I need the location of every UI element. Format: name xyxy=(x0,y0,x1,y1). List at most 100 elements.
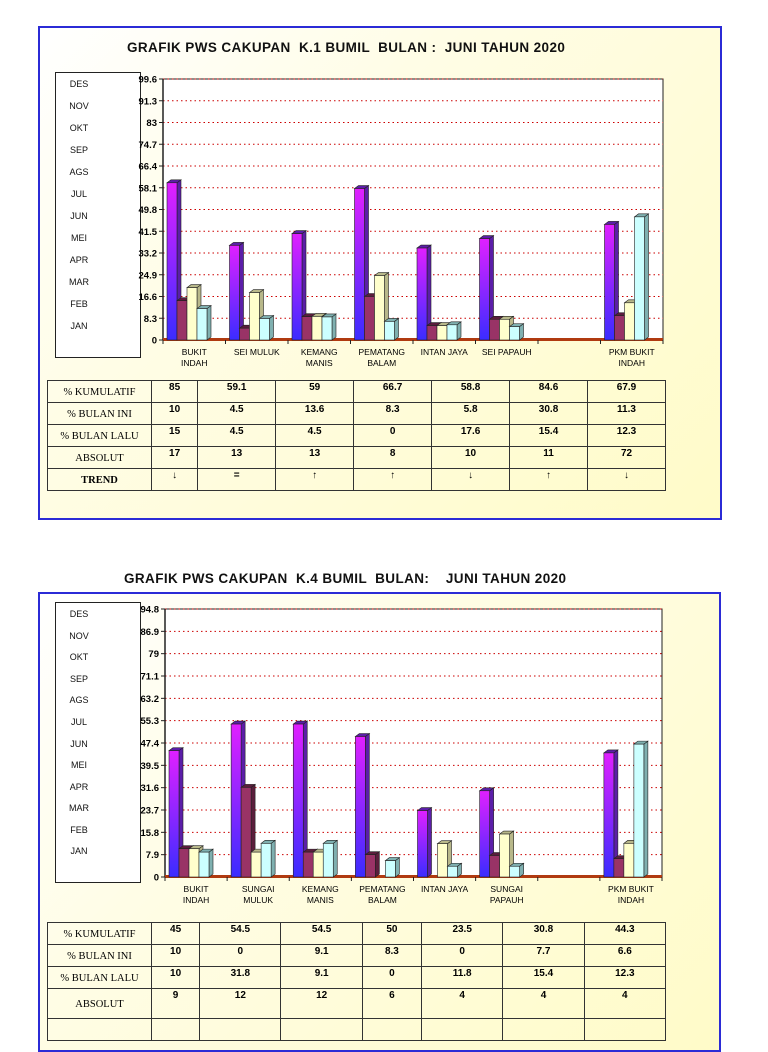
table-cell: 54.5 xyxy=(280,922,363,945)
bar xyxy=(632,740,649,878)
bar xyxy=(364,851,381,878)
table-cell: 4 xyxy=(502,988,585,1019)
y-tick-label: 47.4 xyxy=(141,739,160,750)
table-cell: 13 xyxy=(275,446,355,469)
chart-title-k1: GRAFIK PWS CAKUPAN K.1 BUMIL BULAN : JUN… xyxy=(127,40,566,55)
y-tick-label: 49.8 xyxy=(139,205,158,216)
category-label: INDAH xyxy=(181,358,207,368)
bar xyxy=(384,857,401,878)
month-legend-k1: DES NOV OKT SEP AGS JUL JUN MEI APR MAR FEB JAN xyxy=(55,72,141,358)
data-table-k4: % KUMULATIF 45 54.5 54.5 50 23.5 30.8 44.3% BUL… xyxy=(47,922,667,1041)
table-cell: ↑ xyxy=(275,468,355,491)
bar xyxy=(446,321,462,341)
table-cell: 0 xyxy=(353,424,433,447)
bar xyxy=(416,806,433,878)
y-tick-label: 71.1 xyxy=(141,672,160,683)
table-row: % BULAN INI 10 0 9.1 8.3 0 7.7 6.6 xyxy=(47,944,667,967)
category-label: PKM BUKIT xyxy=(608,884,654,894)
legend-month: MAR xyxy=(69,277,89,287)
row-label: % BULAN LALU xyxy=(47,966,152,989)
table-cell: 9 xyxy=(150,988,201,1019)
table-cell: = xyxy=(197,468,277,491)
bar xyxy=(260,839,277,878)
category-label: INDAH xyxy=(619,358,645,368)
y-tick-label: 23.7 xyxy=(141,806,160,817)
table-cell: 31.8 xyxy=(199,966,282,989)
bar xyxy=(258,314,275,341)
bar-chart-k1: 0 8.3 16.6 24.9 33.2 41.5 49.8 58.1 66.4 74.7 83 91… xyxy=(139,75,664,368)
table-cell: 6 xyxy=(361,988,423,1019)
y-tick-label: 63.2 xyxy=(141,694,160,705)
y-tick-label: 91.3 xyxy=(139,96,158,107)
category-label: MANIS xyxy=(307,895,334,905)
table-cell: 10 xyxy=(150,966,201,989)
y-tick-label: 74.7 xyxy=(139,140,158,151)
table-cell: 13.6 xyxy=(275,402,355,425)
legend-month: MEI xyxy=(70,233,87,243)
table-cell: ↓ xyxy=(150,468,199,491)
category-label: KEMANG xyxy=(301,347,338,357)
legend-month: JUL xyxy=(70,716,87,727)
table-row: % BULAN LALU 15 4.5 4.5 0 17.6 15.4 12.3 xyxy=(47,424,666,447)
legend-month: DES xyxy=(69,609,89,619)
plot-area xyxy=(162,78,664,341)
bar xyxy=(354,732,371,878)
table-cell: 30.8 xyxy=(509,402,589,425)
category-label: BUKIT xyxy=(184,884,209,894)
bar xyxy=(508,862,525,878)
table-cell: ↑ xyxy=(509,468,589,491)
table-cell: 12.3 xyxy=(583,966,667,989)
category-label: PAPAUH xyxy=(490,895,524,905)
table-cell: 10 xyxy=(150,402,199,425)
row-label: ABSOLUT xyxy=(47,446,152,469)
floor xyxy=(165,875,662,878)
row-label: % BULAN INI xyxy=(47,944,152,967)
legend-month: SEP xyxy=(69,673,88,684)
legend-month: APR xyxy=(69,781,89,792)
category-label: INTAN JAYA xyxy=(421,347,469,357)
y-tick-label: 55.3 xyxy=(141,716,160,727)
legend-month: OKT xyxy=(69,652,89,663)
category-label: INTAN JAYA xyxy=(421,884,469,894)
bar xyxy=(321,313,337,341)
table-cell: 6.6 xyxy=(583,944,667,967)
legend-month: DES xyxy=(69,79,89,89)
month-legend-k4: DES NOV OKT SEP AGS JUL JUN MEI APR MAR FEB JAN xyxy=(55,602,141,883)
category-label: INDAH xyxy=(618,895,644,905)
table-cell: 30.8 xyxy=(502,922,585,945)
table-cell: 9.1 xyxy=(280,944,363,967)
table-row: ABSOLUT 17 13 13 8 10 11 72 xyxy=(47,446,666,469)
legend-month: FEB xyxy=(70,299,88,309)
table-cell: 67.9 xyxy=(587,380,666,403)
legend-month: MEI xyxy=(70,760,87,771)
row-label: % KUMULATIF xyxy=(47,922,152,945)
bar-chart-k4: 0 7.9 15.8 23.7 31.6 39.5 47.4 55.3 63.2 71.1 79 86… xyxy=(141,605,663,905)
category-label: KEMANG xyxy=(302,884,339,894)
table-cell: 4 xyxy=(583,988,667,1019)
table-cell: 0 xyxy=(199,944,282,967)
table-cell: 9.1 xyxy=(280,966,363,989)
table-row: ABSOLUT 9 12 12 6 4 4 4 xyxy=(47,988,667,1019)
y-tick-label: 24.9 xyxy=(139,270,158,281)
category-label: SUNGAI xyxy=(242,884,275,894)
table-row: TREND ↓ = ↑ ↑ ↓ ↑ ↓ xyxy=(47,468,666,491)
legend-month: APR xyxy=(69,255,89,265)
y-tick-label: 79 xyxy=(148,649,159,660)
legend-month: JUN xyxy=(70,211,88,221)
y-tick-label: 8.3 xyxy=(144,314,157,325)
table-cell: 11 xyxy=(509,446,589,469)
bar xyxy=(633,213,650,341)
y-tick-label: 15.8 xyxy=(141,828,160,839)
table-cell: 58.8 xyxy=(431,380,511,403)
table-cell: 45 xyxy=(150,922,201,945)
data-table-k1: % KUMULATIF 85 59.1 59 66.7 58.8 84.6 67.9% BUL… xyxy=(47,380,666,491)
bar xyxy=(446,862,463,878)
bar xyxy=(198,848,214,878)
table-cell: 13 xyxy=(197,446,277,469)
legend-month: JAN xyxy=(70,321,88,331)
table-cell: 8.3 xyxy=(361,944,423,967)
table-cell: 54.5 xyxy=(199,922,282,945)
y-tick-label: 16.6 xyxy=(139,292,158,303)
bar xyxy=(603,220,620,341)
bar xyxy=(291,230,307,341)
